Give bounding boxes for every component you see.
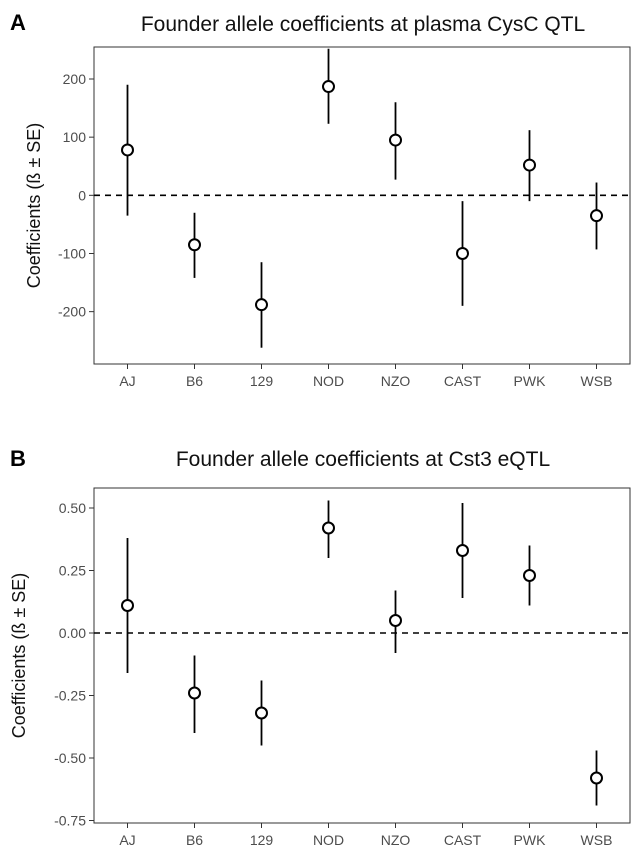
y-tick-label: 100 <box>63 129 87 145</box>
y-tick-label: 0.50 <box>59 500 86 516</box>
x-tick-label: PWK <box>514 832 547 848</box>
y-tick-label: 0.25 <box>59 563 86 579</box>
data-point <box>255 706 268 720</box>
x-tick-label: B6 <box>186 832 203 848</box>
y-tick-label: -0.50 <box>54 750 86 766</box>
data-point <box>322 80 335 94</box>
x-tick-label: CAST <box>444 373 482 389</box>
data-point <box>523 569 536 582</box>
x-tick-label: WSB <box>581 832 613 848</box>
data-point <box>188 238 201 252</box>
data-point <box>590 771 603 785</box>
plot-frame <box>93 487 631 824</box>
panel-letter: B <box>10 446 26 471</box>
data-point <box>188 686 201 700</box>
panel-a: A Founder allele coefficients at plasma C… <box>10 10 631 389</box>
data-point <box>255 298 268 312</box>
x-tick-label: WSB <box>581 373 613 389</box>
plot-frame <box>93 46 631 365</box>
x-tick-label: NOD <box>313 832 344 848</box>
data-point <box>456 246 469 260</box>
data-point <box>322 521 335 535</box>
x-tick-label: AJ <box>119 832 135 848</box>
y-axis-label: Coefficients (ß ± SE) <box>9 573 29 739</box>
data-point <box>389 614 402 627</box>
y-tick-label: -200 <box>58 304 86 320</box>
x-tick-label: NOD <box>313 373 344 389</box>
y-tick-label: 200 <box>63 71 87 87</box>
data-point <box>456 544 469 557</box>
x-tick-label: AJ <box>119 373 135 389</box>
x-tick-label: 129 <box>250 373 274 389</box>
chart-title: Founder allele coefficients at Cst3 eQTL <box>176 448 550 471</box>
data-point <box>121 599 134 612</box>
x-tick-label: NZO <box>381 832 411 848</box>
data-point <box>590 209 603 223</box>
y-tick-label: 0 <box>78 187 86 203</box>
data-point <box>523 158 536 172</box>
panel-letter: A <box>10 10 26 35</box>
panel-b: B Founder allele coefficients at Cst3 eQT… <box>9 446 631 848</box>
x-tick-label: NZO <box>381 373 411 389</box>
x-tick-label: 129 <box>250 832 274 848</box>
chart-title: Founder allele coefficients at plasma Cy… <box>141 13 585 36</box>
x-tick-label: PWK <box>514 373 547 389</box>
y-tick-label: 0.00 <box>59 625 86 641</box>
y-tick-label: -100 <box>58 245 86 261</box>
x-tick-label: B6 <box>186 373 203 389</box>
data-point <box>121 143 134 157</box>
data-point <box>389 133 402 147</box>
y-axis-label: Coefficients (ß ± SE) <box>24 123 44 289</box>
x-tick-label: CAST <box>444 832 482 848</box>
y-tick-label: -0.25 <box>54 688 86 704</box>
y-tick-label: -0.75 <box>54 813 86 829</box>
